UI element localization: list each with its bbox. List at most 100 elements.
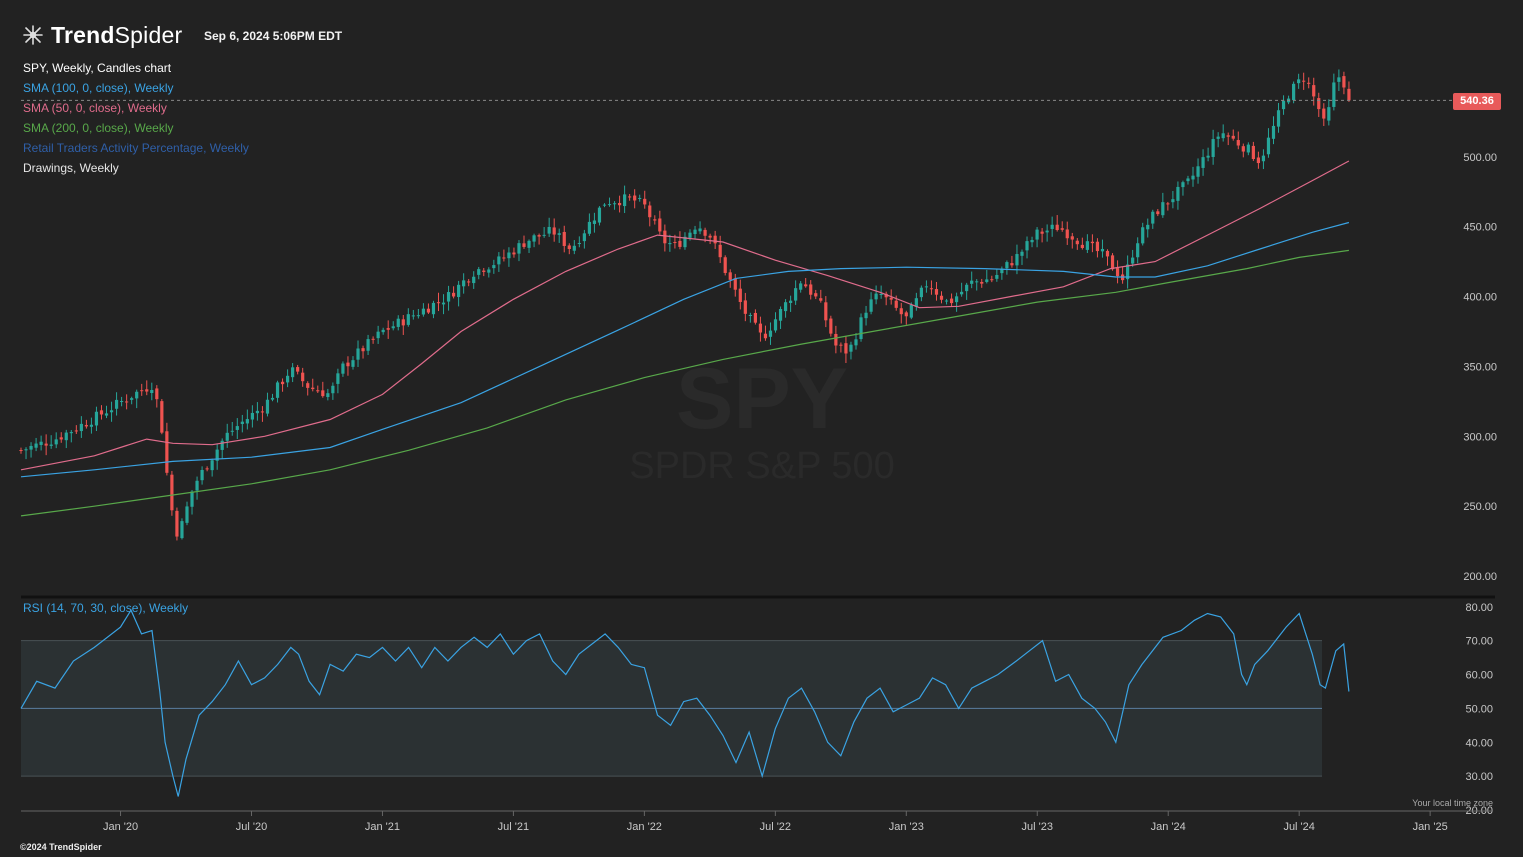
- candle: [597, 207, 602, 223]
- candle: [1196, 166, 1200, 177]
- candle: [482, 270, 486, 272]
- time-tick-label: Jan '22: [627, 821, 662, 833]
- candle: [844, 343, 848, 354]
- candle: [557, 233, 561, 235]
- candle: [426, 308, 431, 313]
- legend-item[interactable]: SMA (100, 0, close), Weekly: [23, 81, 174, 95]
- candle: [150, 389, 154, 393]
- candle: [753, 312, 757, 323]
- candle: [291, 367, 295, 378]
- candle: [441, 302, 446, 305]
- candle: [316, 390, 320, 392]
- candle: [1055, 224, 1059, 231]
- candle: [980, 281, 984, 284]
- candle: [1276, 110, 1281, 127]
- legend-item[interactable]: Drawings, Weekly: [23, 161, 119, 175]
- legend-item[interactable]: Retail Traders Activity Percentage, Week…: [23, 141, 249, 155]
- candle: [396, 318, 400, 327]
- candle: [140, 390, 144, 392]
- candle: [170, 474, 174, 511]
- candle: [970, 280, 974, 284]
- copyright: ©2024 TrendSpider: [20, 842, 102, 852]
- price-axis: 200.00 250.00 300.00 350.00 400.00 450.00 500.…: [1463, 152, 1497, 583]
- rsi-tick-label: 70.00: [1465, 636, 1493, 648]
- candle: [708, 235, 712, 238]
- sma-line: [20, 249, 1349, 517]
- candle: [1075, 240, 1079, 245]
- candle: [487, 269, 491, 273]
- price-tick-label: 350.00: [1463, 361, 1497, 373]
- candle: [909, 304, 913, 318]
- time-tick-label: Jul '21: [498, 821, 529, 833]
- spider-icon: [23, 25, 43, 45]
- candle: [718, 244, 722, 258]
- brand-logo: TrendSpider: [20, 22, 182, 48]
- candle: [1211, 139, 1215, 157]
- candle: [1050, 224, 1054, 229]
- candle: [688, 232, 692, 238]
- candle: [1085, 241, 1089, 250]
- candle: [758, 323, 763, 333]
- candle: [965, 284, 969, 292]
- time-tick-label: Jan '21: [365, 821, 400, 833]
- candle: [391, 326, 395, 329]
- candle: [1166, 203, 1170, 205]
- candle: [587, 221, 591, 234]
- candle: [125, 401, 129, 403]
- symbol-watermark: SPY SPDR S&P 500: [629, 351, 894, 487]
- candle: [109, 410, 114, 413]
- rsi-legend[interactable]: RSI (14, 70, 30, close), Weekly: [23, 601, 189, 615]
- candle: [1302, 80, 1306, 82]
- candle: [1080, 244, 1084, 248]
- price-tick-label: 200.00: [1463, 571, 1497, 583]
- candle: [638, 197, 642, 199]
- candle: [446, 292, 451, 302]
- watermark-name: SPDR S&P 500: [629, 445, 894, 487]
- candle: [311, 387, 315, 390]
- legend-item[interactable]: SPY, Weekly, Candles chart: [23, 61, 172, 75]
- candle: [1100, 248, 1105, 252]
- time-tick-label: Jul '20: [236, 821, 267, 833]
- candle: [1105, 250, 1110, 257]
- candle: [884, 293, 888, 298]
- candle: [1030, 240, 1034, 243]
- rsi-tick-label: 50.00: [1465, 703, 1493, 715]
- candle: [1136, 243, 1140, 258]
- candle: [34, 443, 38, 448]
- candle: [135, 391, 139, 399]
- candle: [1045, 230, 1049, 233]
- candle: [130, 398, 134, 400]
- candle: [954, 296, 959, 303]
- candle: [949, 298, 954, 304]
- candle: [1065, 229, 1069, 239]
- candle: [1266, 137, 1271, 155]
- candle: [74, 430, 78, 432]
- candle: [1095, 241, 1100, 252]
- candle: [215, 449, 219, 461]
- watermark-symbol: SPY: [676, 351, 848, 447]
- candle: [477, 269, 481, 275]
- candle: [849, 344, 853, 352]
- time-tick-label: Jan '23: [889, 821, 924, 833]
- candle: [436, 302, 441, 304]
- legend-item[interactable]: SMA (50, 0, close), Weekly: [23, 101, 167, 115]
- candle: [1110, 255, 1115, 270]
- candle: [1176, 186, 1180, 201]
- candle: [1020, 251, 1024, 256]
- price-pane[interactable]: [19, 69, 1495, 599]
- timezone-label[interactable]: Your local time zone: [1412, 798, 1493, 808]
- candle: [114, 399, 119, 409]
- candle: [1317, 98, 1321, 110]
- candle: [648, 205, 652, 218]
- candle: [120, 401, 124, 403]
- candle: [1070, 236, 1074, 240]
- price-tick-label: 500.00: [1463, 152, 1497, 164]
- candle: [567, 245, 571, 250]
- legend-item[interactable]: SMA (200, 0, close), Weekly: [23, 121, 174, 135]
- candle: [386, 328, 390, 330]
- candle: [381, 329, 385, 333]
- candle: [411, 315, 415, 317]
- candle: [814, 293, 818, 297]
